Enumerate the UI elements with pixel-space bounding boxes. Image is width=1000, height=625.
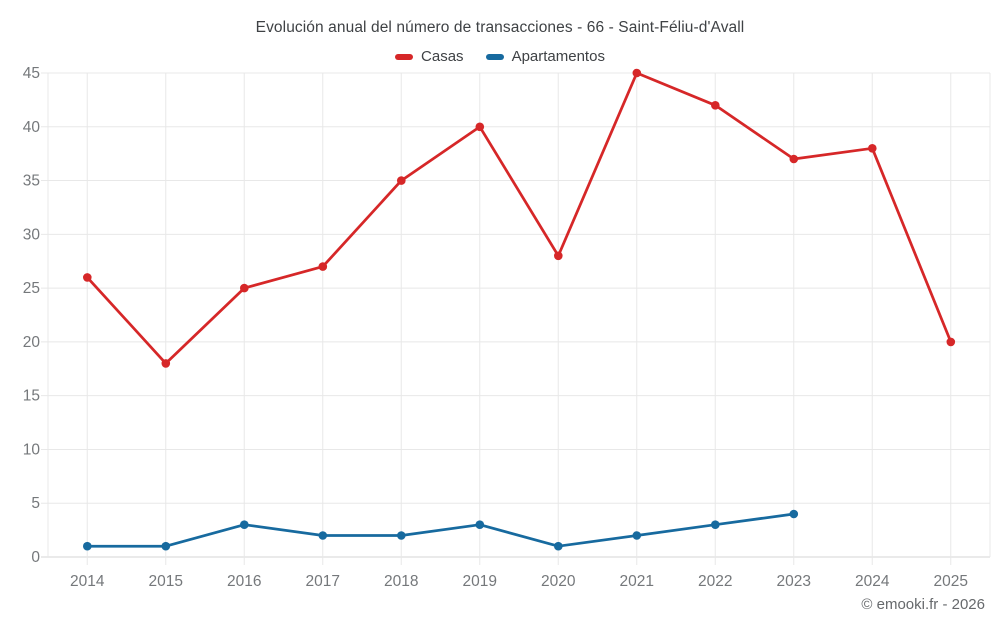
- svg-text:2019: 2019: [463, 573, 497, 590]
- credit-text: © emooki.fr - 2026: [861, 596, 985, 613]
- svg-text:2020: 2020: [541, 573, 576, 590]
- svg-text:25: 25: [23, 280, 40, 297]
- svg-text:2024: 2024: [855, 573, 890, 590]
- legend-swatch-casas-icon: [395, 53, 414, 60]
- svg-text:45: 45: [23, 65, 40, 82]
- svg-text:2014: 2014: [70, 573, 105, 590]
- legend-label-casas: Casas: [421, 48, 464, 65]
- legend-label-apartamentos: Apartamentos: [511, 48, 605, 65]
- svg-text:2022: 2022: [698, 573, 732, 590]
- svg-text:20: 20: [23, 334, 41, 351]
- svg-text:40: 40: [23, 119, 41, 136]
- chart-legend: Casas Apartamentos: [0, 48, 1000, 65]
- svg-text:2023: 2023: [777, 573, 811, 590]
- legend-item-apartamentos[interactable]: Apartamentos: [485, 48, 605, 65]
- legend-swatch-apartamentos-icon: [485, 53, 504, 60]
- svg-text:2017: 2017: [306, 573, 340, 590]
- svg-text:15: 15: [23, 388, 40, 405]
- legend-item-casas[interactable]: Casas: [395, 48, 464, 65]
- svg-text:2015: 2015: [149, 573, 183, 590]
- svg-text:2021: 2021: [620, 573, 654, 590]
- svg-text:0: 0: [31, 549, 40, 566]
- svg-text:2025: 2025: [934, 573, 968, 590]
- svg-text:30: 30: [23, 226, 41, 243]
- svg-text:2018: 2018: [384, 573, 418, 590]
- svg-text:5: 5: [31, 495, 40, 512]
- svg-text:10: 10: [23, 441, 41, 458]
- svg-text:35: 35: [23, 173, 40, 190]
- chart-title: Evolución anual del número de transaccio…: [255, 19, 745, 36]
- svg-text:2016: 2016: [227, 573, 261, 590]
